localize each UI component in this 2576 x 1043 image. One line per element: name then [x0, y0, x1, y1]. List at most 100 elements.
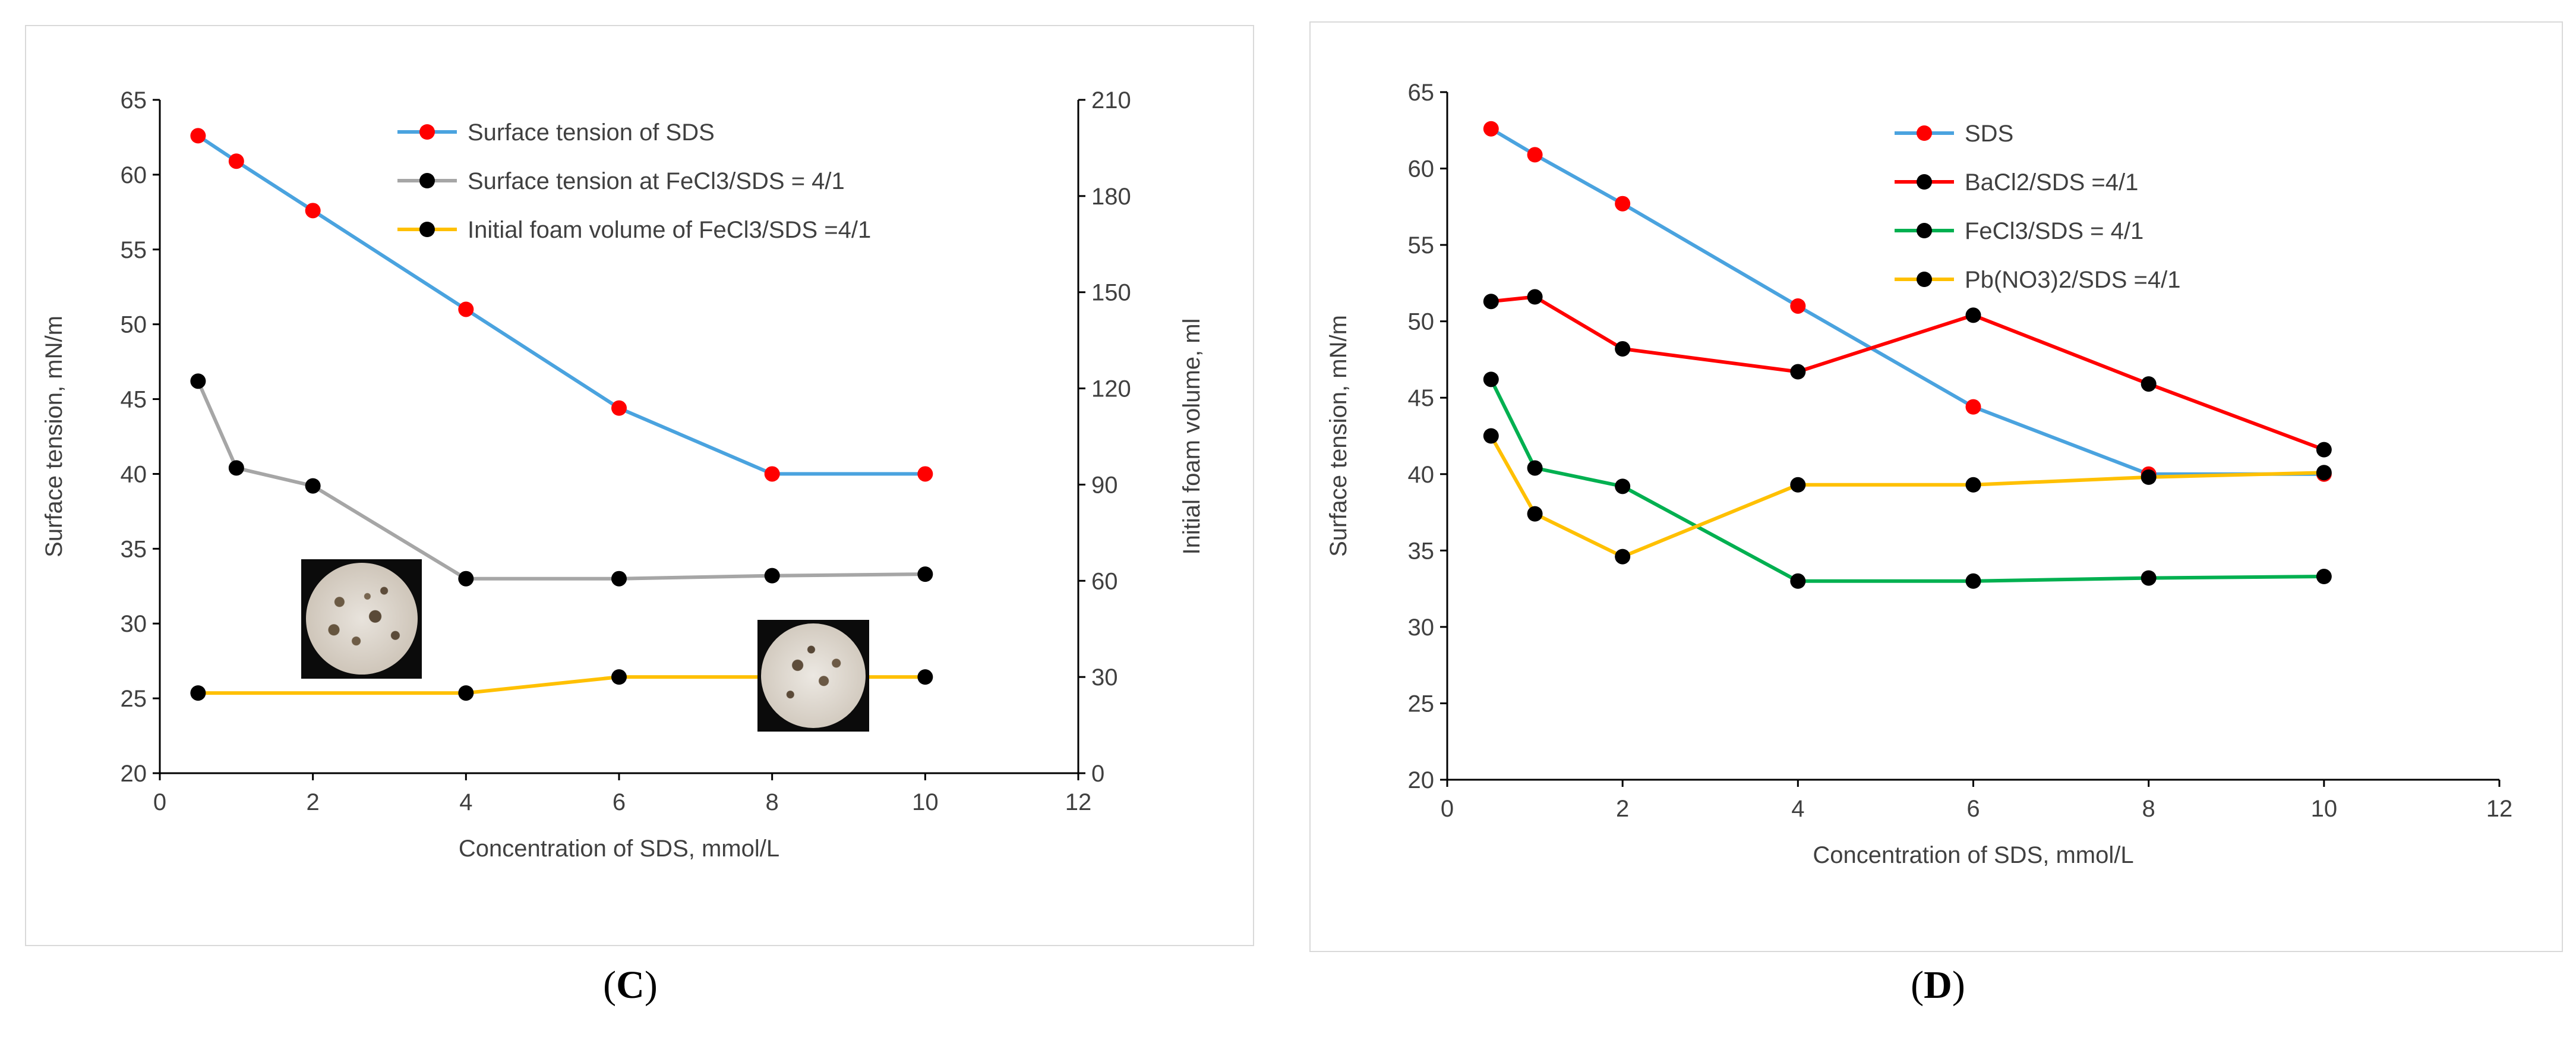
- y-tick-label: 50: [1408, 309, 1435, 335]
- data-point-0: [1483, 121, 1499, 137]
- y2-tick-label: 60: [1091, 568, 1118, 594]
- legend-label-2: Initial foam volume of FeCl3/SDS =4/1: [468, 217, 871, 243]
- legend-label-1: Surface tension at FeCl3/SDS = 4/1: [468, 168, 845, 194]
- data-point-3: [1527, 506, 1543, 522]
- chart-c: 2025303540455055606503060901201501802100…: [41, 87, 1205, 862]
- y-tick-label: 65: [121, 87, 147, 114]
- y2-tick-label: 210: [1091, 87, 1131, 114]
- data-point-0: [1790, 298, 1806, 314]
- data-point-1: [764, 568, 780, 584]
- y-tick-label: 20: [1408, 767, 1435, 793]
- data-point-3: [1965, 477, 1981, 493]
- x-axis-title: Concentration of SDS, mmol/L: [1813, 842, 2133, 868]
- legend-label-2: FeCl3/SDS = 4/1: [1965, 218, 2143, 244]
- chart-panel-c: 20 25 30 35 40 45 50 55 60 65 0 30 60 90 120 150 180 210 0…: [25, 25, 1254, 946]
- y-tick-label: 30: [121, 611, 147, 637]
- data-point-1: [1615, 341, 1631, 357]
- x-tick-label: 2: [307, 789, 320, 815]
- chart-d: 20 25 30 35 40 45 50 55 60 65 0 2 4 6 8 10 12 Concentrati…: [1325, 80, 2513, 868]
- y-tick-label: 25: [1408, 691, 1435, 717]
- caption-d: (D): [1849, 963, 2027, 1008]
- y2-tick-label: 150: [1091, 280, 1131, 306]
- data-point-1: [228, 460, 244, 476]
- y-tick-label: 40: [121, 461, 147, 487]
- data-point-2: [2316, 569, 2332, 585]
- y2-tick-label: 0: [1091, 761, 1104, 787]
- legend-label-0: SDS: [1965, 121, 2013, 147]
- data-point-1: [1965, 307, 1981, 323]
- series-line-1: [1491, 295, 2325, 452]
- y2-tick-label: 90: [1091, 472, 1118, 498]
- data-point-2: [917, 669, 933, 685]
- y-tick-label: 60: [1408, 156, 1435, 182]
- data-point-2: [458, 685, 474, 701]
- caption-c-close: ): [644, 963, 658, 1007]
- data-point-2: [190, 685, 206, 701]
- x-tick-label: 10: [912, 789, 939, 815]
- caption-d-close: ): [1952, 963, 1965, 1007]
- data-point-2: [1527, 460, 1543, 476]
- y-tick-label: 35: [1408, 538, 1435, 564]
- x-axis-title: Concentration of SDS, mmol/L: [459, 836, 779, 862]
- x-tick-label: 4: [459, 789, 472, 815]
- y-tick-label: 60: [121, 162, 147, 188]
- data-point-0: [1527, 147, 1543, 163]
- data-point-3: [1483, 428, 1499, 444]
- foam-photo-1: [306, 563, 418, 675]
- y2-axis-title: Initial foam volume, ml: [1179, 319, 1205, 555]
- x-tick-label: 2: [1616, 796, 1629, 822]
- foam-photo-frame-1: [301, 559, 422, 679]
- data-point-3: [2141, 469, 2157, 485]
- series-line-3: [1489, 435, 2324, 559]
- data-point-1: [1527, 289, 1543, 305]
- x-tick-label: 10: [2311, 796, 2338, 822]
- caption-c: (C): [541, 963, 719, 1008]
- caption-c-letter: C: [616, 963, 645, 1007]
- x-tick-label: 4: [1791, 796, 1804, 822]
- data-point-1: [305, 478, 321, 494]
- data-point-2: [1615, 478, 1631, 494]
- legend-marker-0: [1917, 125, 1932, 141]
- x-tick-label: 12: [1065, 789, 1092, 815]
- data-point-0: [305, 203, 321, 219]
- y-tick-label: 45: [121, 387, 147, 413]
- caption-c-open: (: [603, 963, 617, 1007]
- data-point-3: [2316, 465, 2332, 481]
- x-tick-label: 6: [613, 789, 626, 815]
- x-tick-label: 8: [2142, 796, 2155, 822]
- data-point-0: [1965, 399, 1981, 415]
- data-point-0: [458, 301, 474, 317]
- data-point-1: [611, 571, 627, 587]
- data-point-0: [228, 153, 244, 169]
- data-point-0: [764, 466, 780, 482]
- y-axis-title: Surface tension, mN/m: [41, 316, 67, 557]
- x-tick-label: 12: [2486, 796, 2513, 822]
- y-tick-label: 65: [1408, 80, 1435, 106]
- foam-photo-2: [761, 623, 866, 728]
- data-point-0: [917, 466, 933, 482]
- y-tick-label: 40: [1408, 462, 1435, 488]
- data-point-3: [1615, 549, 1631, 565]
- data-point-2: [611, 669, 627, 685]
- y-tick-label: 30: [1408, 615, 1435, 641]
- y-tick-label: 50: [121, 312, 147, 338]
- data-point-1: [2141, 376, 2157, 392]
- data-point-1: [1483, 294, 1499, 310]
- series-line-1: [196, 380, 926, 581]
- legend-marker-1: [1917, 174, 1932, 190]
- data-point-2: [1790, 573, 1806, 589]
- legend-label-3: Pb(NO3)2/SDS =4/1: [1965, 267, 2181, 293]
- legend-marker-2: [1917, 223, 1932, 238]
- data-point-0: [1615, 196, 1631, 212]
- x-tick-label: 8: [766, 789, 779, 815]
- legend-marker-2: [419, 222, 435, 237]
- y-tick-label: 55: [121, 237, 147, 263]
- y2-tick-label: 180: [1091, 184, 1131, 210]
- chart-panel-d: 20 25 30 35 40 45 50 55 60 65 0 2 4 6 8 10 12 Concentrati…: [1309, 21, 2563, 952]
- data-point-2: [1483, 371, 1499, 387]
- y-tick-label: 55: [1408, 232, 1435, 259]
- data-point-3: [1790, 477, 1806, 493]
- caption-d-letter: D: [1924, 963, 1952, 1007]
- y-tick-label: 25: [121, 686, 147, 712]
- legend-label-0: Surface tension of SDS: [468, 119, 715, 146]
